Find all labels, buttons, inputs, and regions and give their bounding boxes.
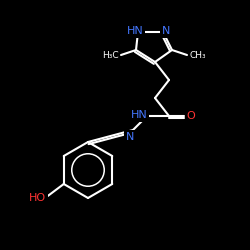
Text: H₃C: H₃C	[102, 50, 118, 59]
Text: HN: HN	[130, 110, 148, 120]
Text: N: N	[162, 26, 170, 36]
Text: HN: HN	[127, 26, 144, 36]
Text: N: N	[126, 132, 134, 142]
Text: O: O	[186, 111, 196, 121]
Text: HO: HO	[29, 193, 46, 203]
Text: CH₃: CH₃	[190, 50, 206, 59]
